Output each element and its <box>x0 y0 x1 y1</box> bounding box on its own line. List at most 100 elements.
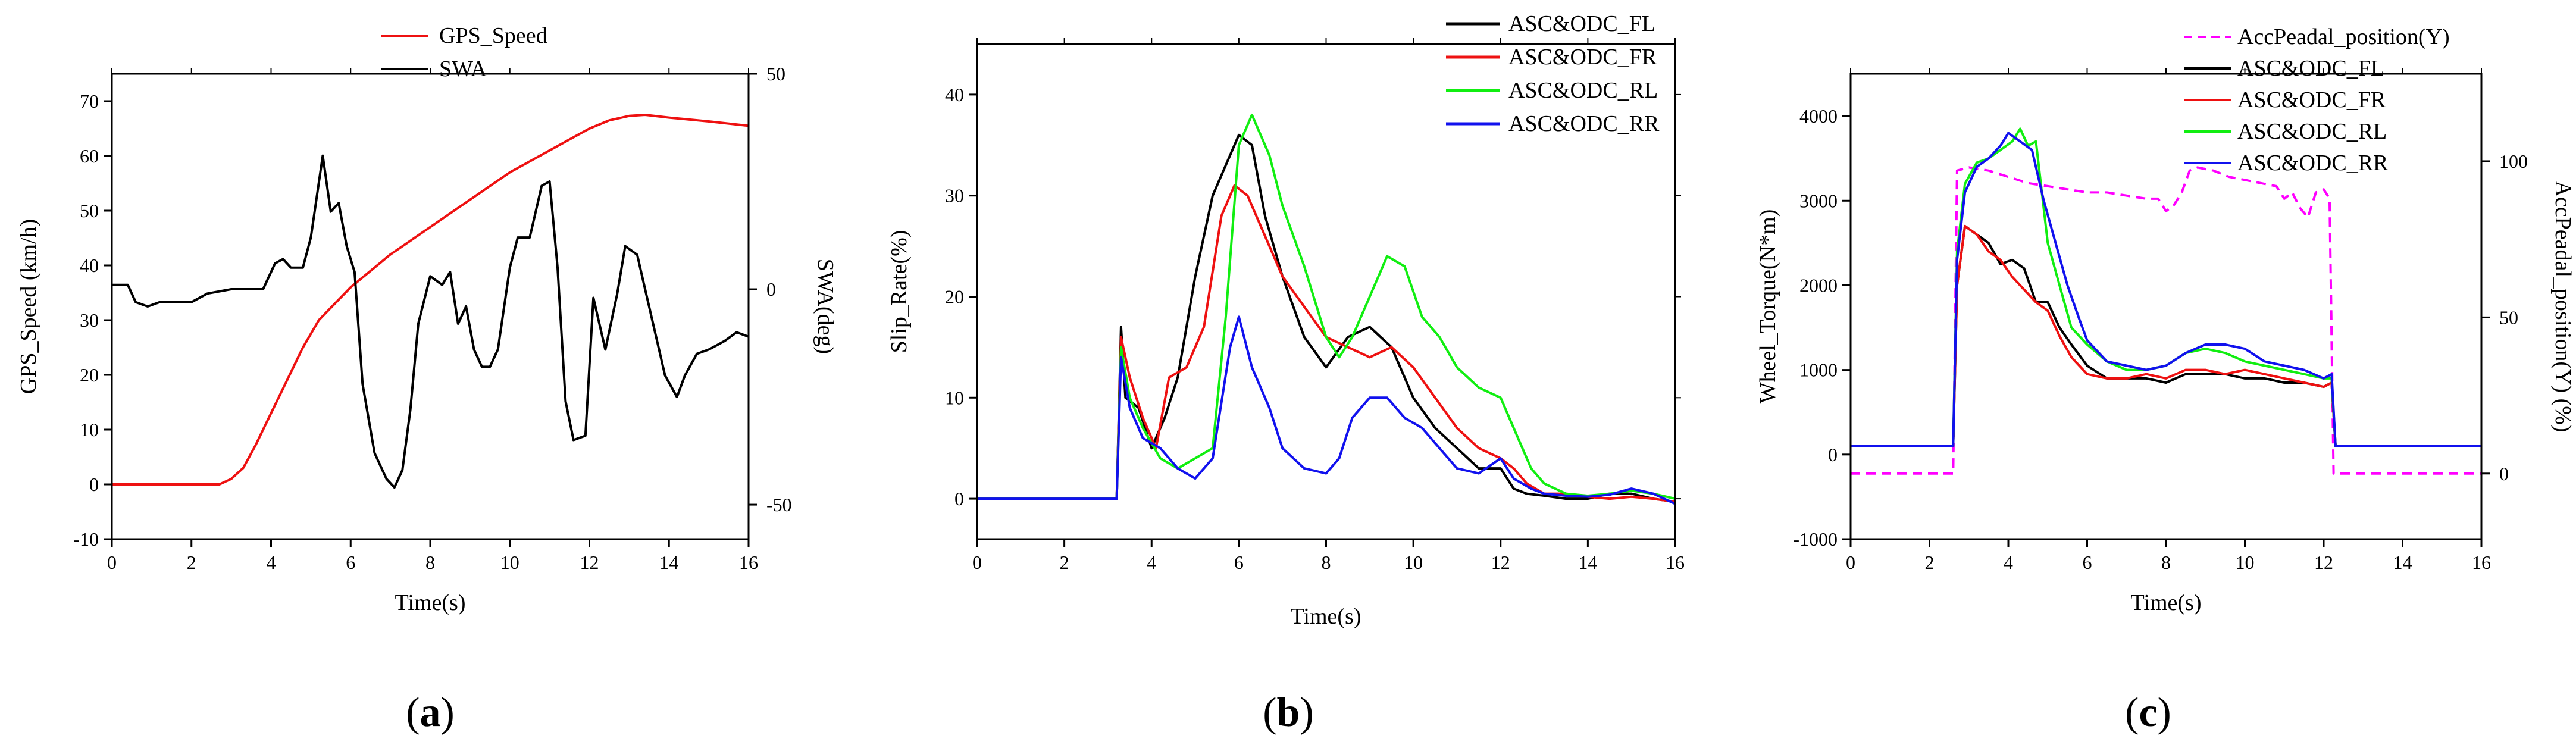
y-tick-label: 10 <box>80 419 99 440</box>
chart-a-legend: GPS_Speed SWA <box>381 23 547 82</box>
y-tick-label: 0 <box>954 488 964 509</box>
y-tick-label: 3000 <box>1799 190 1838 211</box>
series-line-b-asc-odc-rr <box>977 315 1675 505</box>
y2-tick-label: 0 <box>766 278 776 300</box>
x-tick-label: 0 <box>972 552 982 573</box>
legend-label-fr: ASC&ODC_FR <box>1508 45 1657 70</box>
chart-c-legend: AccPeadal_position(Y) ASC&ODC_FL ASC&ODC… <box>2184 24 2450 176</box>
y-tick-label: 30 <box>80 309 99 331</box>
x-tick-label: 0 <box>107 552 117 573</box>
y-tick-label: 30 <box>945 185 964 206</box>
x-tick-label: 8 <box>425 552 435 573</box>
chart-a-y2-axis-label: SWA(deg) <box>813 259 838 354</box>
chart-a-ticks: 0 2 4 6 8 10 12 14 16 -10 0 10 20 30 40 50 60 70 -50 0 50 <box>73 63 791 573</box>
legend-label-fl: ASC&ODC_FL <box>1508 11 1655 36</box>
y2-tick-label: 50 <box>766 63 785 84</box>
x-tick-label: 10 <box>1404 552 1423 573</box>
legend-label-accpedal: AccPeadal_position(Y) <box>2237 24 2450 49</box>
x-tick-label: 12 <box>2314 552 2333 573</box>
x-tick-label: 6 <box>2083 552 2092 573</box>
y-tick-label: 60 <box>80 145 99 167</box>
series-line-c-asc-odc-fr <box>1851 224 2481 447</box>
chart-a: 0 2 4 6 8 10 12 14 16 -10 0 10 20 30 40 50 60 70 -50 0 50 Ti… <box>16 23 838 736</box>
chart-c-ticks: 0 2 4 6 8 10 12 14 16 -1000 0 1000 2000 3000 4000 0 50 10… <box>1793 68 2528 573</box>
x-tick-label: 8 <box>2161 552 2171 573</box>
y-tick-label: 2000 <box>1799 274 1838 296</box>
x-tick-label: 14 <box>659 552 678 573</box>
y2-tick-label: -50 <box>766 494 792 515</box>
x-tick-label: 2 <box>1060 552 1069 573</box>
y-tick-label: 40 <box>945 84 964 105</box>
chart-c-y2-axis-label: AccPeadal_position(Y) (%) <box>2550 180 2575 432</box>
x-tick-label: 8 <box>1322 552 1331 573</box>
x-tick-label: 14 <box>2393 552 2412 573</box>
y-tick-label: 1000 <box>1799 359 1838 381</box>
chart-c-lines <box>1851 127 2481 475</box>
x-tick-label: 12 <box>580 552 599 573</box>
y-tick-label: 70 <box>80 90 99 112</box>
chart-b-legend: ASC&ODC_FL ASC&ODC_FR ASC&ODC_RL ASC&ODC… <box>1446 11 1660 136</box>
series-line-a-gps-speed <box>112 114 749 486</box>
chart-a-x-axis-label: Time(s) <box>395 590 466 615</box>
chart-b-y-axis-label: Slip_Rate(%) <box>887 230 912 353</box>
chart-c-x-axis-label: Time(s) <box>2131 590 2202 615</box>
series-line-c-asc-odc-rr <box>1851 132 2481 447</box>
x-tick-label: 4 <box>267 552 276 573</box>
legend-label-c-fr: ASC&ODC_FR <box>2237 87 2386 112</box>
y-tick-label: 10 <box>945 387 964 408</box>
y-tick-label: 40 <box>80 255 99 276</box>
panel-label-b: (b) <box>1263 690 1314 736</box>
legend-label-c-rl: ASC&ODC_RL <box>2237 119 2387 144</box>
y-tick-label: -1000 <box>1793 528 1838 550</box>
y-tick-label: 20 <box>80 364 99 386</box>
x-tick-label: 0 <box>1846 552 1855 573</box>
legend-label-c-fl: ASC&ODC_FL <box>2237 56 2384 81</box>
legend-label-rl: ASC&ODC_RL <box>1508 78 1658 103</box>
x-tick-label: 10 <box>2236 552 2255 573</box>
series-line-c-asc-odc-rl <box>1851 127 2481 447</box>
chart-a-lines <box>112 114 749 489</box>
chart-b-x-axis-label: Time(s) <box>1291 604 1361 629</box>
x-tick-label: 16 <box>2472 552 2491 573</box>
x-tick-label: 16 <box>739 552 758 573</box>
series-line-c-accpeadal-position-y <box>1851 166 2481 475</box>
x-tick-label: 6 <box>346 552 355 573</box>
series-line-a-swa <box>112 154 749 489</box>
x-tick-label: 12 <box>1491 552 1510 573</box>
y-tick-label: 0 <box>89 474 99 495</box>
panel-label-a: (a) <box>406 690 455 736</box>
x-tick-label: 10 <box>500 552 519 573</box>
x-tick-label: 14 <box>1578 552 1597 573</box>
series-line-c-asc-odc-fl <box>1851 224 2481 447</box>
y2-tick-label: 100 <box>2499 151 2528 172</box>
x-tick-label: 2 <box>1925 552 1935 573</box>
series-line-b-asc-odc-rl <box>977 113 1675 500</box>
chart-b-ticks: 0 2 4 6 8 10 12 14 16 0 10 20 30 40 <box>945 38 1685 573</box>
x-tick-label: 4 <box>2004 552 2013 573</box>
y-tick-label: 4000 <box>1799 105 1838 127</box>
panel-label-c: (c) <box>2125 690 2171 736</box>
chart-b-lines <box>977 113 1675 505</box>
y2-tick-label: 0 <box>2499 463 2509 484</box>
chart-c-series <box>1851 127 2481 475</box>
legend-label-gps-speed: GPS_Speed <box>439 23 547 48</box>
y-tick-label: -10 <box>73 528 99 550</box>
legend-label-c-rr: ASC&ODC_RR <box>2237 151 2389 176</box>
series-line-b-asc-odc-fr <box>977 184 1675 503</box>
x-tick-label: 4 <box>1147 552 1156 573</box>
chart-b: 0 2 4 6 8 10 12 14 16 0 10 20 30 40 Time(s) Slip_Rate… <box>887 11 1685 736</box>
chart-b-series <box>977 113 1675 505</box>
chart-a-plot-area <box>111 73 750 540</box>
chart-a-y-axis-label: GPS_Speed (km/h) <box>16 219 41 395</box>
y-tick-label: 50 <box>80 200 99 221</box>
legend-label-swa: SWA <box>439 57 487 82</box>
chart-c: 0 2 4 6 8 10 12 14 16 -1000 0 1000 2000 3000 4000 0 50 10… <box>1755 24 2575 736</box>
series-line-b-asc-odc-fl <box>977 133 1675 503</box>
chart-a-series <box>112 114 749 489</box>
legend-label-rr: ASC&ODC_RR <box>1508 111 1660 136</box>
x-tick-label: 16 <box>1666 552 1685 573</box>
y2-tick-label: 50 <box>2499 306 2518 328</box>
chart-c-y-axis-label: Wheel_Torque(N*m) <box>1755 209 1780 404</box>
x-tick-label: 2 <box>187 552 196 573</box>
